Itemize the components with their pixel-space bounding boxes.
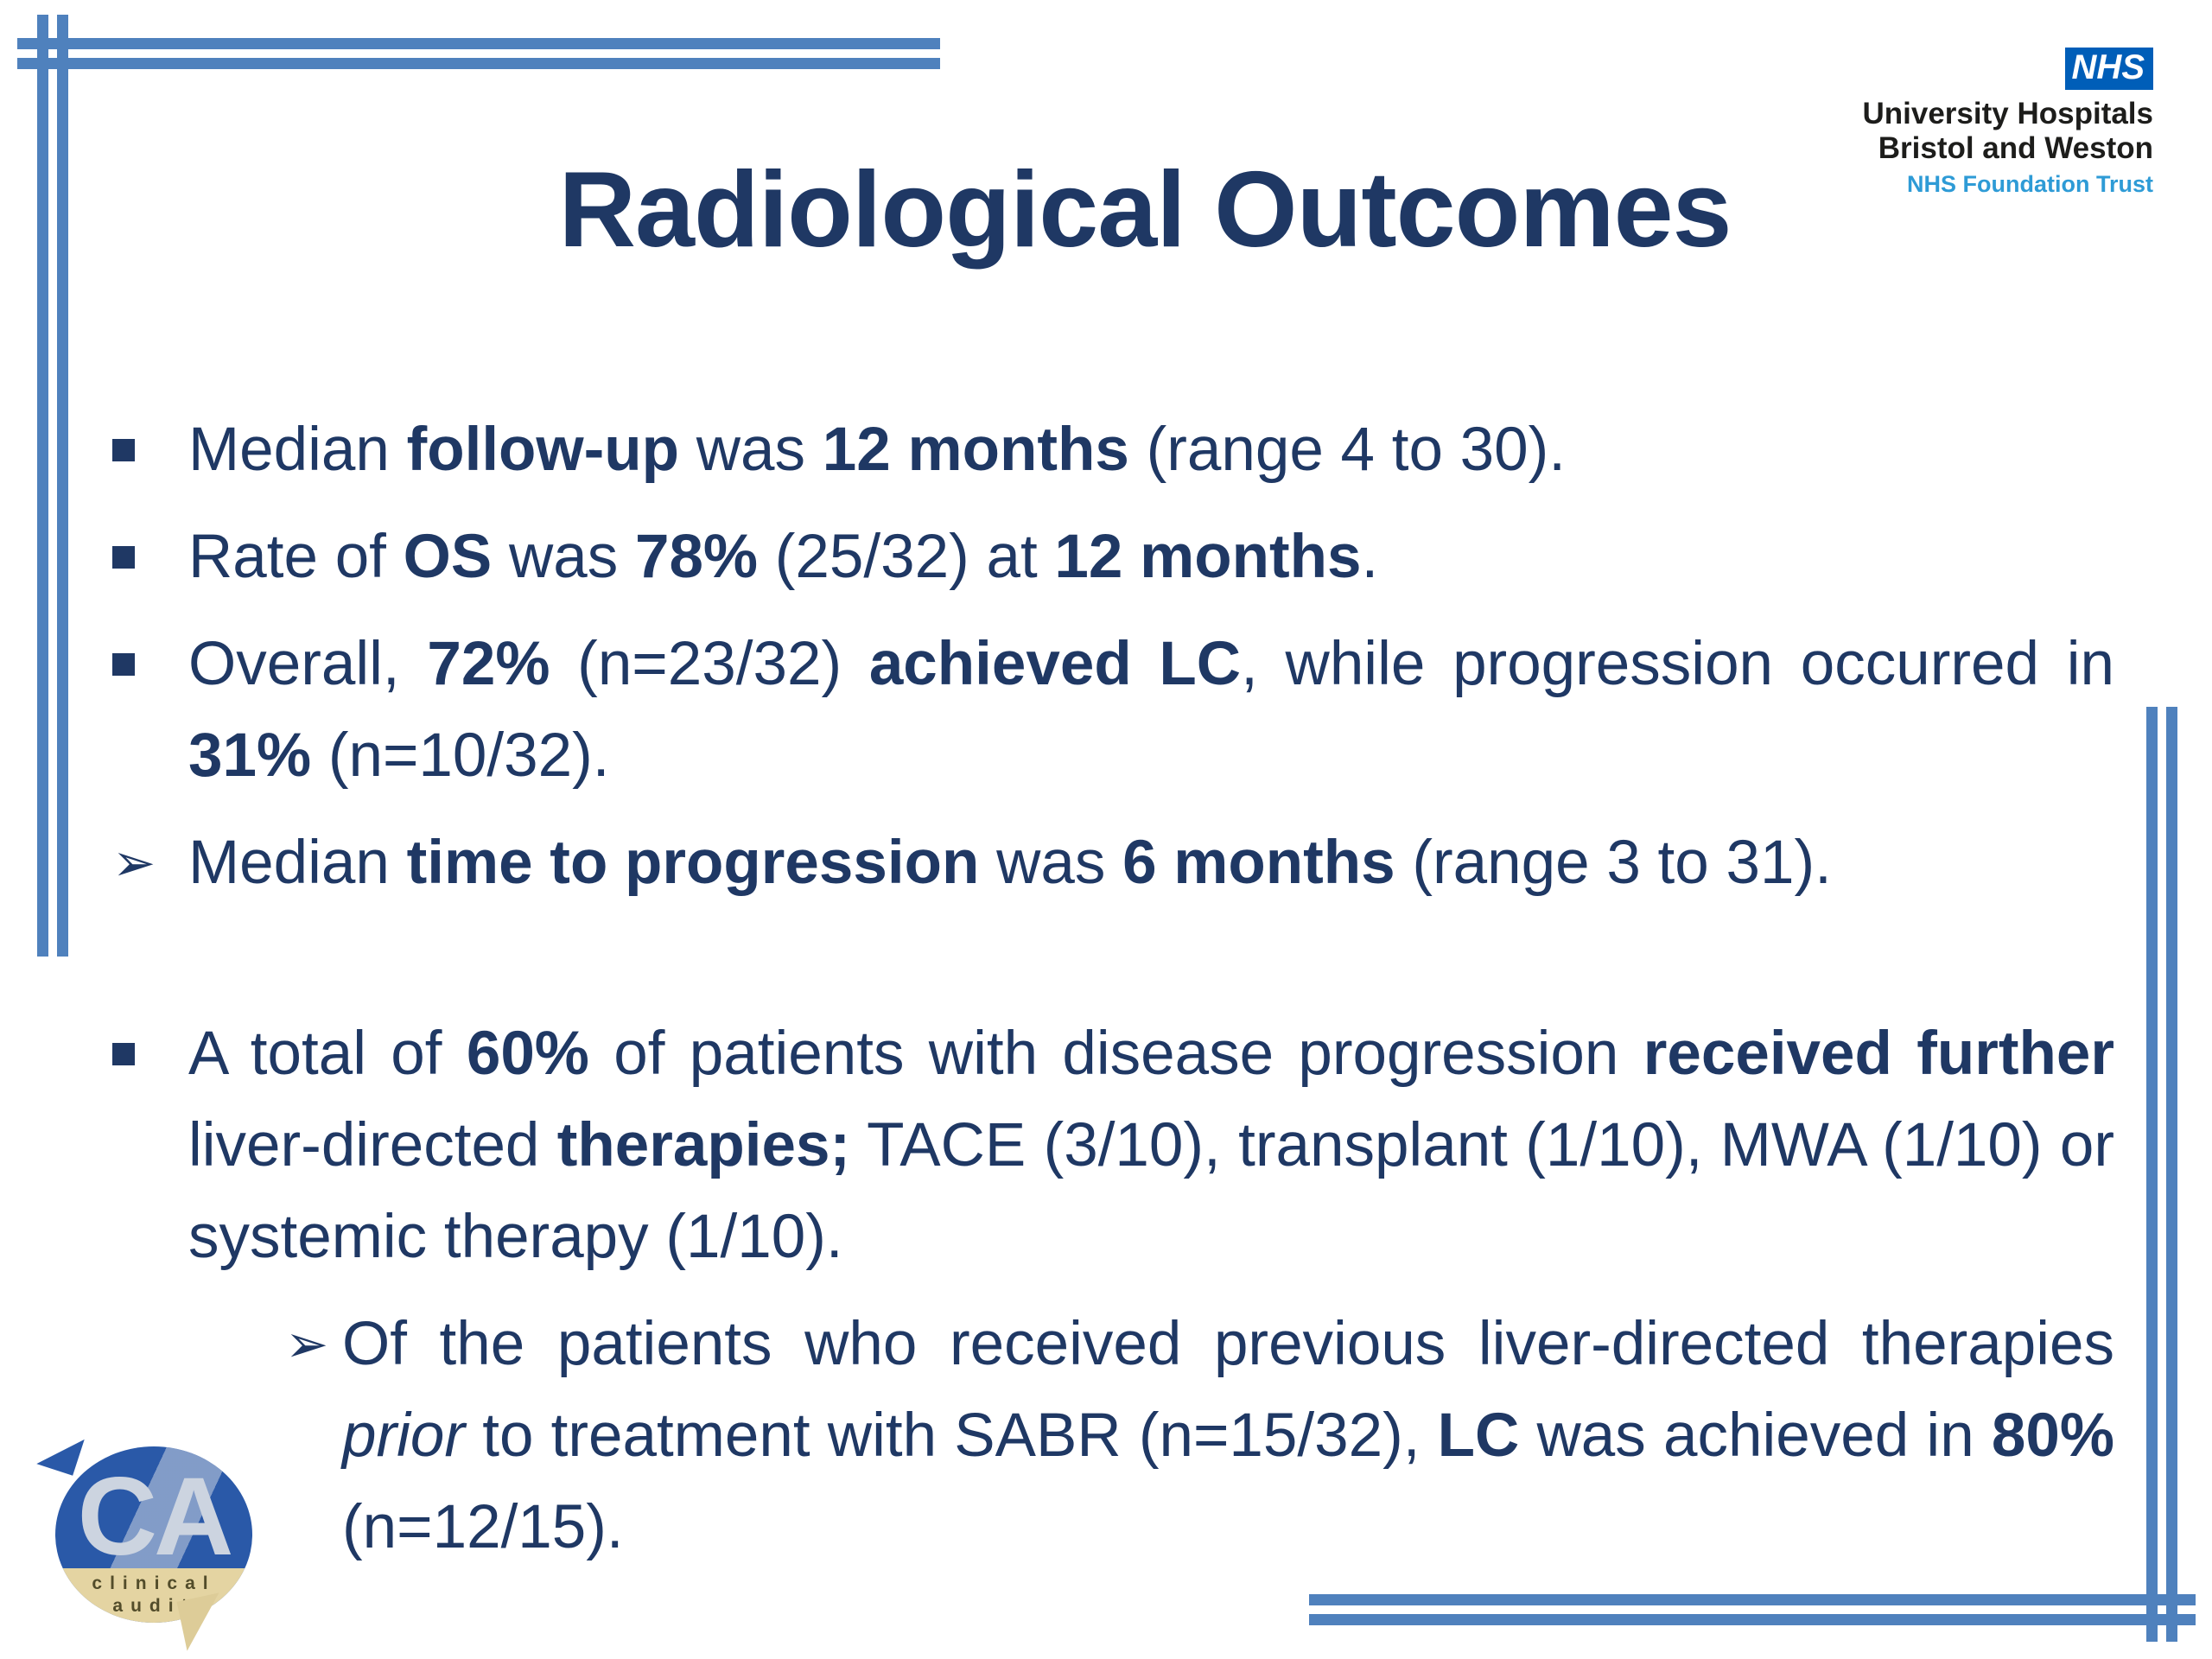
bullet-item-local-control: Overall, 72% (n=23/32) achieved LC, whil… — [112, 619, 2114, 802]
bullet-square-icon — [112, 1008, 188, 1283]
nhs-trust-name-line1: University Hospitals — [1862, 97, 2154, 130]
bottom-right-border-horizontal-1 — [1309, 1594, 2196, 1605]
top-left-border-horizontal-1 — [17, 38, 940, 49]
bottom-right-border-horizontal-2 — [1309, 1614, 2196, 1625]
bullet-square-icon — [112, 404, 188, 496]
ca-logo-word-audit: audit — [112, 1595, 195, 1616]
bullet-arrow-icon: ➢ — [285, 1315, 329, 1373]
bullet-list: Median follow-up was 12 months (range 4 … — [112, 404, 2114, 1589]
bullet-item-time-to-progression: ➢ Median time to progression was 6 month… — [112, 817, 2114, 909]
bullet-text: Overall, 72% (n=23/32) achieved LC, whil… — [188, 630, 2114, 790]
nhs-trust-logo: NHS University Hospitals Bristol and Wes… — [1862, 48, 2154, 200]
bullet-arrow-icon: ➢ — [112, 834, 156, 892]
page-title: Radiological Outcomes — [558, 150, 1732, 270]
bullet-text: Of the patients who received previous li… — [342, 1310, 2114, 1561]
ca-logo-initials: CA — [77, 1455, 234, 1579]
nhs-logo-icon: NHS — [2064, 48, 2153, 90]
top-left-border-vertical-2 — [57, 15, 68, 957]
top-left-border-horizontal-2 — [17, 58, 940, 69]
sub-bullet-item-prior-therapies: ➢ Of the patients who received previous … — [285, 1299, 2114, 1573]
bullet-text: Median follow-up was 12 months (range 4 … — [188, 416, 1567, 484]
bullet-text: Median time to progression was 6 months … — [188, 829, 1832, 897]
clinical-audit-logo: clinical audit CA — [36, 1427, 270, 1652]
bullet-item-further-therapies: A total of 60% of patients with disease … — [112, 1008, 2114, 1283]
nhs-foundation-trust-label: NHS Foundation Trust — [1907, 171, 2153, 197]
ca-logo-band: clinical audit — [55, 1567, 252, 1623]
bullet-item-os-rate: Rate of OS was 78% (25/32) at 12 months. — [112, 512, 2114, 603]
ca-logo-circle: clinical audit CA — [55, 1446, 252, 1623]
bullet-item-follow-up: Median follow-up was 12 months (range 4 … — [112, 404, 2114, 496]
bullet-text: Rate of OS was 78% (25/32) at 12 months. — [188, 523, 1379, 591]
top-left-border-vertical-1 — [37, 15, 48, 957]
ca-logo-word-clinical: clinical — [92, 1573, 216, 1593]
bullet-text: A total of 60% of patients with disease … — [188, 1020, 2115, 1271]
bullet-square-icon — [112, 512, 188, 603]
bottom-right-border-vertical-1 — [2146, 707, 2158, 1642]
bullet-square-icon — [112, 619, 188, 802]
nhs-trust-name-line2: Bristol and Weston — [1878, 131, 2153, 165]
bottom-right-border-vertical-2 — [2166, 707, 2177, 1642]
